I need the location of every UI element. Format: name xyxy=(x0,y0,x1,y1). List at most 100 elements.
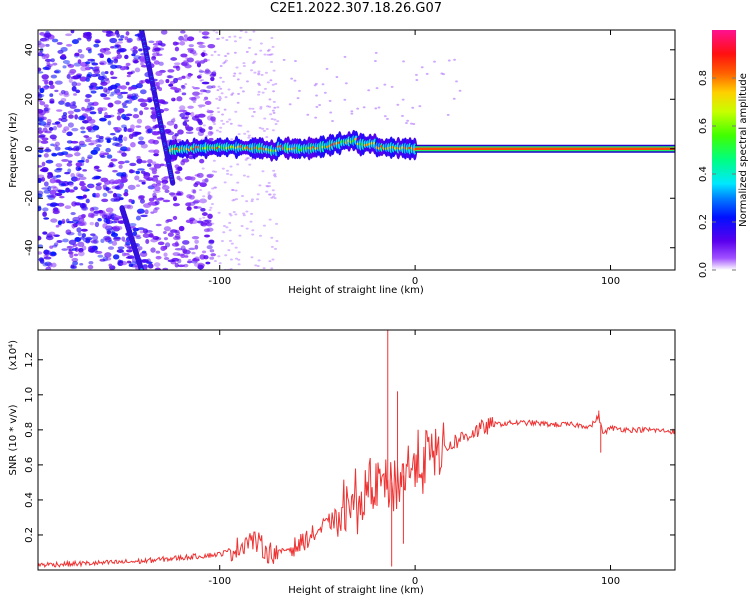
noise-cell xyxy=(94,66,100,69)
noise-cell xyxy=(85,158,90,163)
noise-cell xyxy=(199,262,203,265)
noise-cell xyxy=(38,108,44,114)
noise-cell xyxy=(50,58,55,63)
noise-cell xyxy=(212,123,216,126)
noise-cell xyxy=(64,102,72,107)
noise-cell xyxy=(166,74,172,79)
noise-cell xyxy=(137,211,142,215)
noise-cell xyxy=(155,82,160,88)
noise-cell xyxy=(108,263,113,267)
noise-cell xyxy=(151,55,157,61)
noise-cell xyxy=(256,193,260,196)
noise-cell xyxy=(68,71,75,75)
noise-cell xyxy=(42,207,49,212)
noise-cell xyxy=(374,107,378,110)
noise-cell xyxy=(134,67,141,73)
noise-cell xyxy=(290,77,294,80)
noise-cell xyxy=(172,196,178,202)
noise-cell xyxy=(446,113,450,116)
noise-cell xyxy=(390,85,394,88)
noise-cell xyxy=(76,82,82,87)
noise-cell xyxy=(158,61,164,66)
noise-cell xyxy=(54,192,63,197)
noise-cell xyxy=(229,214,233,217)
noise-cell xyxy=(79,181,85,187)
noise-cell xyxy=(128,86,137,90)
noise-cell xyxy=(69,104,77,109)
noise-cell xyxy=(191,258,200,262)
noise-cell xyxy=(264,71,268,74)
noise-cell xyxy=(119,260,124,264)
noise-cell xyxy=(41,161,46,167)
noise-cell xyxy=(59,195,65,199)
noise-cell xyxy=(38,67,42,72)
noise-cell xyxy=(74,114,79,120)
noise-cell xyxy=(265,128,269,131)
noise-cell xyxy=(226,169,230,172)
noise-cell xyxy=(246,157,250,160)
noise-cell xyxy=(158,87,163,92)
noise-cell xyxy=(134,131,142,135)
noise-cell xyxy=(85,237,93,241)
noise-cell xyxy=(350,112,354,115)
noise-cell xyxy=(221,36,225,39)
noise-cell xyxy=(343,55,347,58)
noise-cell xyxy=(240,224,244,227)
noise-cell xyxy=(191,251,196,255)
noise-cell xyxy=(140,64,148,68)
noise-cell xyxy=(130,142,136,148)
noise-cell xyxy=(234,257,238,260)
noise-cell xyxy=(118,216,123,220)
noise-cell xyxy=(174,46,180,52)
noise-cell xyxy=(266,49,270,52)
noise-cell xyxy=(153,262,161,267)
noise-cell xyxy=(145,238,150,244)
noise-cell xyxy=(178,225,185,232)
noise-cell xyxy=(163,257,170,261)
noise-cell xyxy=(141,181,146,185)
noise-cell xyxy=(80,185,88,191)
noise-cell xyxy=(401,98,405,101)
noise-cell xyxy=(39,32,45,36)
noise-cell xyxy=(183,263,189,268)
noise-cell xyxy=(118,164,123,169)
noise-cell xyxy=(204,234,211,238)
noise-cell xyxy=(93,43,100,48)
noise-cell xyxy=(173,77,179,84)
noise-cell xyxy=(173,203,179,207)
noise-cell xyxy=(38,165,43,168)
noise-cell xyxy=(206,245,213,250)
noise-cell xyxy=(76,73,83,77)
noise-cell xyxy=(276,106,280,109)
noise-cell xyxy=(329,111,333,114)
noise-cell xyxy=(229,258,233,261)
noise-cell xyxy=(215,31,219,34)
noise-cell xyxy=(108,114,115,118)
noise-cell xyxy=(321,83,325,86)
noise-cell xyxy=(237,251,241,254)
noise-cell xyxy=(259,42,263,45)
noise-cell xyxy=(218,95,222,98)
noise-cell xyxy=(356,107,360,110)
noise-cell xyxy=(265,135,269,138)
noise-cell xyxy=(126,249,133,253)
y-tick-label: -40 xyxy=(24,240,35,256)
noise-cell xyxy=(343,98,347,101)
noise-cell xyxy=(402,60,405,63)
noise-cell xyxy=(106,154,113,159)
noise-cell xyxy=(219,87,223,90)
noise-cell xyxy=(132,46,138,50)
noise-cell xyxy=(141,250,147,254)
noise-cell xyxy=(215,97,219,100)
noise-cell xyxy=(124,36,129,41)
noise-cell xyxy=(127,255,135,259)
noise-cell xyxy=(167,131,175,136)
noise-cell xyxy=(103,87,108,93)
noise-cell xyxy=(79,262,84,266)
noise-cell xyxy=(257,82,261,85)
noise-cell xyxy=(257,259,261,262)
noise-cell xyxy=(126,128,135,133)
noise-cell xyxy=(263,117,267,120)
noise-cell xyxy=(39,87,45,94)
noise-cell xyxy=(82,221,87,226)
